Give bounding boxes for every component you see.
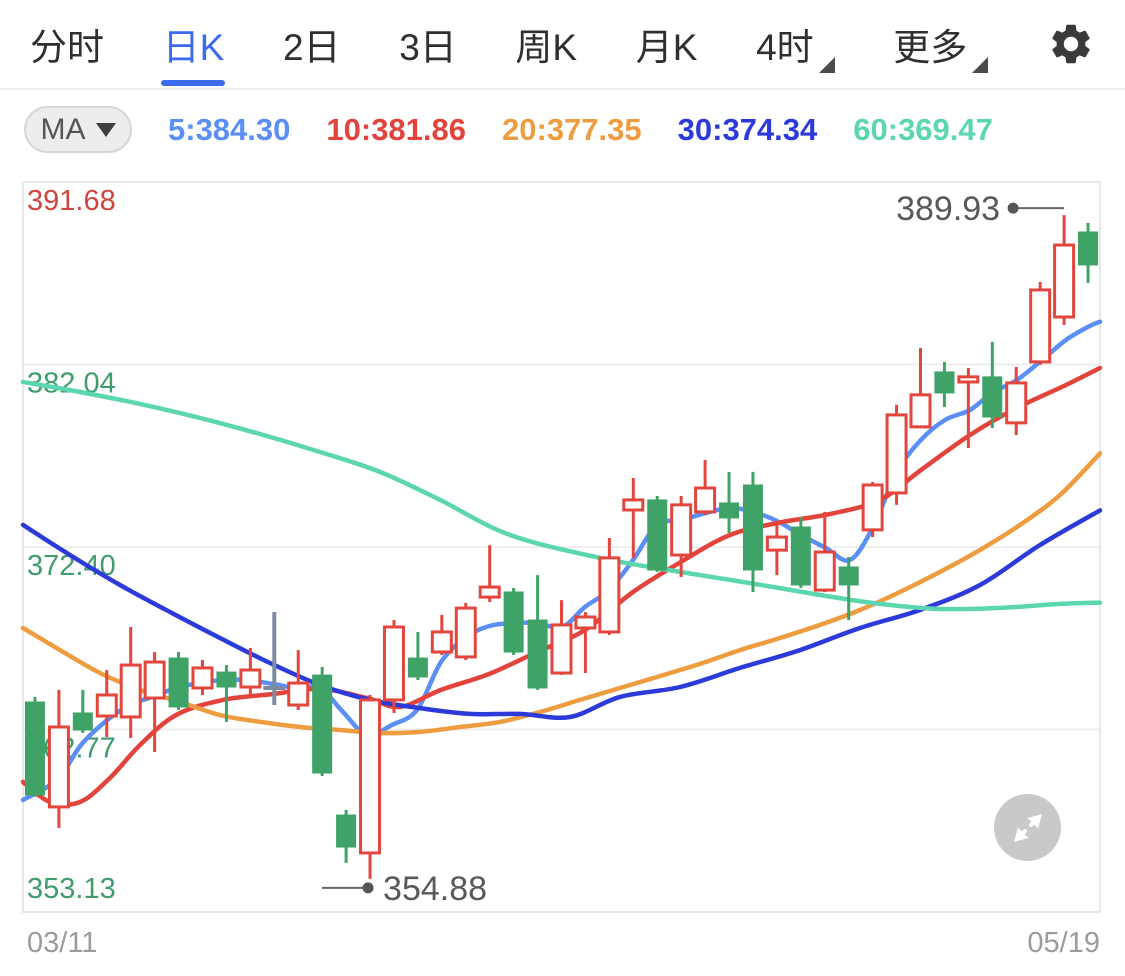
bull-candle <box>119 663 142 719</box>
bull-candle <box>239 668 262 689</box>
x-axis-labels: 03/11 05/19 <box>27 927 1100 959</box>
dropdown-caret-icon <box>972 57 989 73</box>
bull-candle <box>359 698 382 855</box>
bear-candle <box>719 502 740 519</box>
ma-line-ma60 <box>20 379 1103 612</box>
tab-time-sharing[interactable]: 分时 <box>30 0 104 88</box>
bull-candle <box>1005 381 1028 425</box>
bull-candle <box>47 725 70 809</box>
bull-candle <box>622 498 645 512</box>
bear-candle <box>24 701 45 796</box>
bear-candle <box>503 591 524 653</box>
bear-candle <box>72 712 93 731</box>
bull-candle <box>382 625 405 702</box>
tab-4hour-label: 4时 <box>756 27 814 68</box>
chart-period-tabbar: 分时 日K 2日 3日 周K 月K 4时 更多 <box>0 0 1125 90</box>
gear-icon <box>1052 24 1090 64</box>
ma-line-ma10 <box>20 365 1103 807</box>
bull-candle <box>694 486 717 514</box>
bull-candle <box>95 693 118 718</box>
bear-candle <box>168 657 189 708</box>
tab-weekly-k-label: 周K <box>515 27 578 68</box>
bear-candle <box>407 657 428 678</box>
tab-daily-k[interactable]: 日K <box>163 0 225 88</box>
bear-candle <box>527 619 548 689</box>
bull-candle <box>1053 243 1076 319</box>
x-axis-end-date: 05/19 <box>1027 927 1100 959</box>
ma20-legend-value: 20:377.35 <box>502 111 642 147</box>
y-axis-label: 353.13 <box>27 873 116 905</box>
x-axis-start-date: 03/11 <box>27 927 97 959</box>
bull-candle <box>909 393 932 429</box>
ma-selector-label: MA <box>40 112 86 146</box>
ma10-legend-value: 10:381.86 <box>326 111 467 147</box>
tab-weekly-k[interactable]: 周K <box>515 0 577 88</box>
ma30-legend-value: 30:374.34 <box>677 111 818 147</box>
bear-candle <box>1078 231 1099 266</box>
bull-candle <box>430 630 453 654</box>
tab-monthly-k-label: 月K <box>635 27 698 68</box>
high-annotation: 389.93 <box>896 190 1065 228</box>
ma-lines <box>20 319 1103 807</box>
ma60-legend-value: 60:369.47 <box>853 111 993 147</box>
tab-monthly-k[interactable]: 月K <box>636 0 698 88</box>
tab-daily-k-label: 日K <box>162 27 225 68</box>
tab-3day-label: 3日 <box>399 27 457 68</box>
tab-3day[interactable]: 3日 <box>399 0 457 88</box>
ma-line-ma5 <box>20 319 1103 803</box>
y-axis-label: 391.68 <box>27 185 116 217</box>
bear-candle <box>790 526 811 586</box>
bull-candle <box>550 623 573 675</box>
bull-candle <box>670 503 693 557</box>
low-annotation-label: 354.88 <box>383 870 487 908</box>
bull-candle <box>861 483 884 532</box>
bear-candle <box>982 376 1003 418</box>
bear-candle <box>838 566 859 586</box>
expand-button[interactable] <box>994 794 1061 861</box>
bull-candle <box>574 615 597 630</box>
bull-candle <box>191 666 214 690</box>
bull-candle <box>957 375 980 384</box>
low-annotation: 354.88 <box>322 870 487 908</box>
bear-candle <box>216 671 237 688</box>
ma-legend: 5:384.30 10:381.86 20:377.35 30:374.34 6… <box>168 112 993 148</box>
bull-candle <box>765 535 788 552</box>
bear-candle <box>336 814 357 848</box>
bear-candle <box>312 674 333 774</box>
bear-candle <box>934 371 955 394</box>
bull-candle <box>454 606 477 659</box>
bull-candle <box>813 550 836 592</box>
settings-button[interactable] <box>1047 20 1095 68</box>
bull-candle <box>143 660 166 700</box>
ma-selector-button[interactable]: MA <box>24 106 132 153</box>
ma-line-ma20 <box>20 451 1103 736</box>
expand-arrows-icon <box>1013 813 1042 842</box>
tab-more-label: 更多 <box>893 27 968 68</box>
dropdown-caret-icon <box>818 57 835 73</box>
high-annotation-label: 389.93 <box>896 190 1000 228</box>
ma5-legend-value: 5:384.30 <box>168 111 291 147</box>
bull-candle <box>1029 288 1052 364</box>
caret-down-icon <box>95 122 116 137</box>
tab-4hour[interactable]: 4时 <box>756 0 835 88</box>
bull-candle <box>598 556 621 634</box>
bull-candle <box>287 681 310 707</box>
tab-time-sharing-label: 分时 <box>30 27 104 68</box>
bull-candle <box>478 585 501 599</box>
tab-2day-label: 2日 <box>282 27 341 68</box>
ma-toolbar: MA 5:384.30 10:381.86 20:377.35 30:374.3… <box>0 90 1125 153</box>
bear-candle <box>647 499 668 571</box>
tab-more[interactable]: 更多 <box>893 0 989 88</box>
bear-candle <box>742 484 763 571</box>
tab-2day[interactable]: 2日 <box>283 0 341 88</box>
candles-layer <box>24 215 1099 879</box>
bull-candle <box>885 413 908 495</box>
